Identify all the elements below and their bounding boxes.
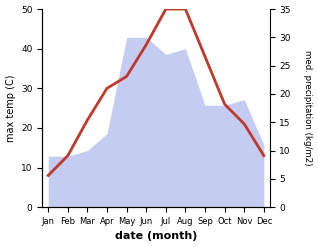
Y-axis label: max temp (C): max temp (C) xyxy=(5,74,16,142)
X-axis label: date (month): date (month) xyxy=(115,231,197,242)
Y-axis label: med. precipitation (kg/m2): med. precipitation (kg/m2) xyxy=(303,50,313,166)
